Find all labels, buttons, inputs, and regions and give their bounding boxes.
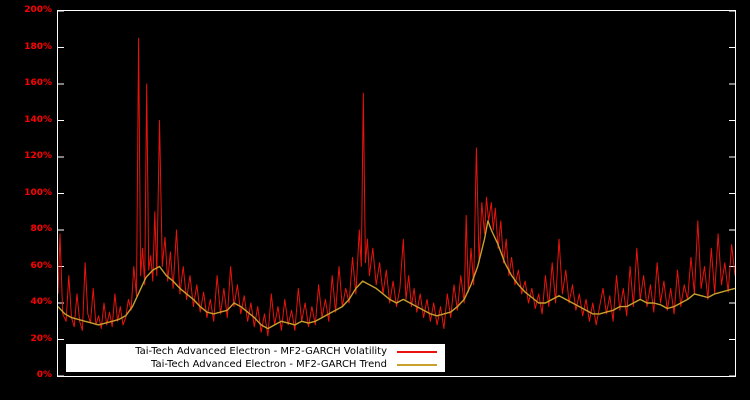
y-axis-tick-label: 100% xyxy=(24,187,52,198)
legend-entry: Tai-Tech Advanced Electron - MF2-GARCH T… xyxy=(66,358,445,371)
legend-label: Tai-Tech Advanced Electron - MF2-GARCH T… xyxy=(151,359,387,370)
legend-line-sample xyxy=(397,350,437,353)
volatility-series-line xyxy=(58,37,735,337)
plot-area xyxy=(57,10,736,377)
y-axis-tick-label: 60% xyxy=(30,260,52,271)
chart-canvas xyxy=(58,11,735,376)
y-axis-tick-label: 80% xyxy=(30,224,52,234)
y-axis-tick-label: 0% xyxy=(36,370,52,380)
y-axis-tick-label: 40% xyxy=(30,297,52,307)
y-axis-tick-label: 120% xyxy=(24,151,52,161)
y-axis-tick-label: 160% xyxy=(24,78,52,88)
y-axis-tick-label: 140% xyxy=(24,114,52,125)
legend-line-sample xyxy=(397,363,437,366)
y-axis-tick-label: 20% xyxy=(30,333,52,344)
legend-label: Tai-Tech Advanced Electron - MF2-GARCH V… xyxy=(135,346,387,357)
legend-entry: Tai-Tech Advanced Electron - MF2-GARCH V… xyxy=(66,345,445,358)
trend-series-line xyxy=(58,220,735,330)
y-axis-tick-label: 180% xyxy=(24,41,52,52)
legend: Tai-Tech Advanced Electron - MF2-GARCH V… xyxy=(66,344,445,372)
y-axis-tick-label: 200% xyxy=(24,5,52,15)
